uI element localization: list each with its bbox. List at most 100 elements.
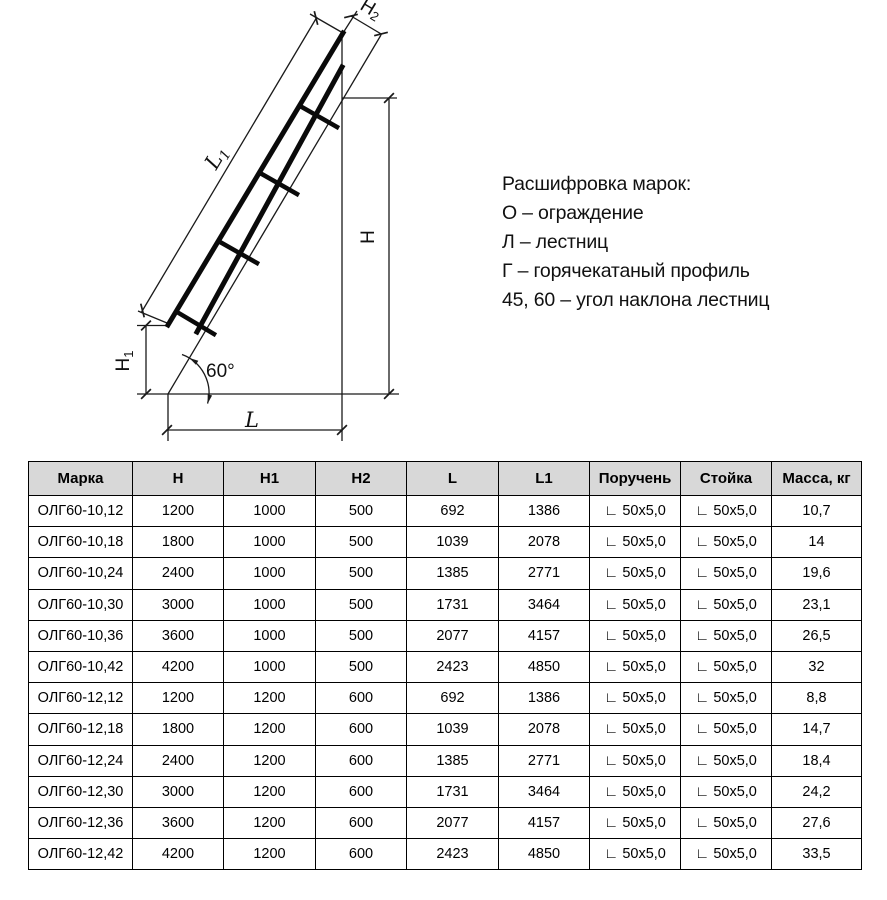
table-row: ОЛГ60-12,36 3600 1200 600 2077 4157 ∟ 50x5,0 ∟ … bbox=[28, 806, 862, 840]
table-cell: 1200 bbox=[223, 775, 316, 808]
spec-table: Марка Н Н1 Н2 L L1 Поручень Стойка Масса… bbox=[28, 461, 862, 871]
table-cell: ∟ 50x5,0 bbox=[680, 619, 772, 652]
col-header-l1: L1 bbox=[498, 461, 590, 496]
table-cell: 24,2 bbox=[771, 775, 862, 808]
table-cell: 2078 bbox=[498, 713, 590, 746]
table-cell: 2400 bbox=[132, 557, 224, 590]
table-cell: 1386 bbox=[498, 494, 590, 528]
dimension-labels: L1 Н2 Н Н1 L 60° bbox=[113, 0, 382, 432]
table-row: ОЛГ60-12,24 2400 1200 600 1385 2771 ∟ 50x5,0 ∟ … bbox=[28, 744, 862, 777]
table-cell: ∟ 50x5,0 bbox=[680, 682, 772, 715]
table-cell: 2077 bbox=[406, 619, 499, 652]
table-cell: ∟ 50x5,0 bbox=[680, 744, 772, 777]
table-cell: 1200 bbox=[223, 806, 316, 840]
table-cell: 14 bbox=[771, 526, 862, 559]
table-cell: 2771 bbox=[498, 744, 590, 777]
table-cell: 3464 bbox=[498, 588, 590, 621]
table-cell: 1385 bbox=[406, 557, 499, 590]
table-cell: ∟ 50x5,0 bbox=[680, 588, 772, 621]
table-cell: 4200 bbox=[132, 650, 224, 684]
legend: Расшифровка марок: О – ограждение Л – ле… bbox=[502, 170, 770, 315]
table-cell: ∟ 50x5,0 bbox=[589, 619, 681, 652]
table-cell: ∟ 50x5,0 bbox=[589, 526, 681, 559]
table-cell: 600 bbox=[315, 806, 407, 840]
table-cell: 18,4 bbox=[771, 744, 862, 777]
col-header-h2: Н2 bbox=[315, 461, 407, 496]
table-cell: ОЛГ60-10,18 bbox=[28, 526, 133, 559]
table-cell: ∟ 50x5,0 bbox=[680, 713, 772, 746]
table-cell: 1000 bbox=[223, 650, 316, 684]
table-cell: ∟ 50x5,0 bbox=[680, 526, 772, 559]
table-cell: 500 bbox=[315, 650, 407, 684]
col-header-massa: Масса, кг bbox=[771, 461, 862, 496]
table-cell: 1200 bbox=[223, 713, 316, 746]
table-cell: 1385 bbox=[406, 744, 499, 777]
dimension-ticks bbox=[139, 10, 395, 436]
dim-label-h1: Н1 bbox=[113, 351, 136, 372]
table-row: ОЛГ60-12,42 4200 1200 600 2423 4850 ∟ 50x5,0 ∟ … bbox=[28, 838, 862, 871]
table-cell: 4850 bbox=[498, 650, 590, 684]
dim-label-l: L bbox=[244, 408, 259, 432]
legend-line-o: О – ограждение bbox=[502, 202, 644, 224]
table-cell: 1200 bbox=[223, 682, 316, 715]
table-cell: ∟ 50x5,0 bbox=[680, 650, 772, 684]
table-cell: ОЛГ60-12,12 bbox=[28, 682, 133, 715]
col-header-stoyka: Стойка bbox=[680, 461, 772, 496]
table-cell: 600 bbox=[315, 744, 407, 777]
table-cell: 500 bbox=[315, 619, 407, 652]
table-cell: 4200 bbox=[132, 838, 224, 871]
col-header-h: Н bbox=[132, 461, 224, 496]
table-row: ОЛГ60-10,12 1200 1000 500 692 1386 ∟ 50x5,0 ∟ 5… bbox=[28, 494, 862, 528]
table-cell: 3000 bbox=[132, 775, 224, 808]
table-cell: 14,7 bbox=[771, 713, 862, 746]
table-cell: 1000 bbox=[223, 619, 316, 652]
table-cell: 1200 bbox=[223, 744, 316, 777]
table-cell: 500 bbox=[315, 494, 407, 528]
table-cell: 26,5 bbox=[771, 619, 862, 652]
table-cell: ∟ 50x5,0 bbox=[680, 557, 772, 590]
ladder-posts bbox=[173, 102, 341, 338]
table-cell: 3464 bbox=[498, 775, 590, 808]
table-row: ОЛГ60-12,12 1200 1200 600 692 1386 ∟ 50x5,0 ∟ 5… bbox=[28, 682, 862, 715]
table-cell: 33,5 bbox=[771, 838, 862, 871]
table-row: ОЛГ60-10,42 4200 1000 500 2423 4850 ∟ 50x5,0 ∟ … bbox=[28, 650, 862, 684]
table-row: ОЛГ60-12,30 3000 1200 600 1731 3464 ∟ 50x5,0 ∟ … bbox=[28, 775, 862, 808]
dim-label-h: Н bbox=[358, 230, 379, 244]
table-cell: 3600 bbox=[132, 619, 224, 652]
table-row: ОЛГ60-12,18 1800 1200 600 1039 2078 ∟ 50x5,0 ∟ … bbox=[28, 713, 862, 746]
table-cell: 10,7 bbox=[771, 494, 862, 528]
legend-line-g: Г – горячекатаный профиль bbox=[502, 260, 750, 282]
table-cell: ∟ 50x5,0 bbox=[589, 494, 681, 528]
table-cell: 600 bbox=[315, 682, 407, 715]
table-header-row: Марка Н Н1 Н2 L L1 Поручень Стойка Масса… bbox=[28, 461, 862, 496]
col-header-marka: Марка bbox=[28, 461, 133, 496]
table-cell: ∟ 50x5,0 bbox=[589, 775, 681, 808]
table-cell: ∟ 50x5,0 bbox=[589, 557, 681, 590]
table-cell: ОЛГ60-10,36 bbox=[28, 619, 133, 652]
table-cell: 1800 bbox=[132, 713, 224, 746]
table-row: ОЛГ60-10,18 1800 1000 500 1039 2078 ∟ 50x5,0 ∟ … bbox=[28, 526, 862, 559]
table-cell: ∟ 50x5,0 bbox=[680, 838, 772, 871]
table-cell: ∟ 50x5,0 bbox=[589, 744, 681, 777]
legend-line-l: Л – лестниц bbox=[502, 231, 609, 253]
table-cell: 1000 bbox=[223, 557, 316, 590]
table-cell: ОЛГ60-12,30 bbox=[28, 775, 133, 808]
table-cell: 32 bbox=[771, 650, 862, 684]
table-cell: 1200 bbox=[132, 682, 224, 715]
table-cell: 27,6 bbox=[771, 806, 862, 840]
dimension-lines bbox=[137, 10, 399, 441]
table-cell: 692 bbox=[406, 494, 499, 528]
legend-line-angle: 45, 60 – угол наклона лестниц bbox=[502, 289, 770, 311]
table-cell: 1800 bbox=[132, 526, 224, 559]
table-cell: 1200 bbox=[223, 838, 316, 871]
ladder-drawing: L1 Н2 Н Н1 L 60° bbox=[113, 0, 399, 441]
table-cell: 600 bbox=[315, 775, 407, 808]
table-row: ОЛГ60-10,24 2400 1000 500 1385 2771 ∟ 50x5,0 ∟ … bbox=[28, 557, 862, 590]
table-cell: 600 bbox=[315, 713, 407, 746]
table-cell: ∟ 50x5,0 bbox=[589, 713, 681, 746]
table-cell: ∟ 50x5,0 bbox=[589, 682, 681, 715]
angle-arc bbox=[181, 353, 213, 404]
table-cell: ОЛГ60-10,24 bbox=[28, 557, 133, 590]
col-header-poruchen: Поручень bbox=[589, 461, 681, 496]
